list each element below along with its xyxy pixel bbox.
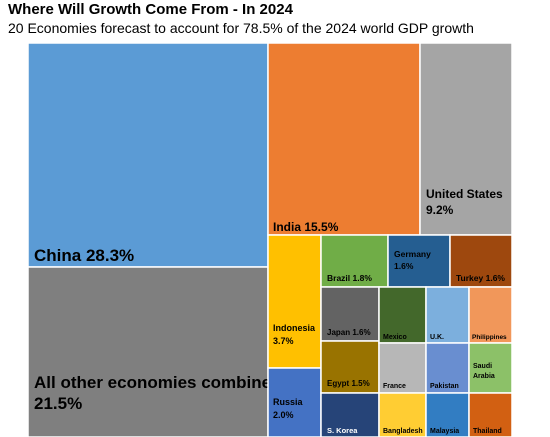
treemap-cell-indonesia: Indonesia 3.7%: [267, 234, 322, 369]
treemap-label-india: India 15.5%: [273, 220, 339, 234]
treemap-cell-india: India 15.5%: [267, 42, 421, 236]
treemap-cell-egypt: Egypt 1.5%: [320, 340, 380, 394]
treemap-cell-bangladesh: Bangladesh: [378, 392, 427, 437]
treemap-cell-germany: Germany 1.6%: [387, 234, 451, 288]
treemap-label-germany-line-2: 1.6%: [394, 261, 414, 271]
treemap-label-thailand: Thailand: [473, 428, 502, 435]
treemap-rect-japan: [320, 286, 380, 342]
treemap-label-indonesia-line-1: Indonesia: [273, 323, 316, 333]
treemap-label-germany-line-1: Germany: [394, 249, 431, 259]
treemap-label-s-korea: S. Korea: [327, 426, 358, 435]
treemap-label-all-other-economies-combined-line-1: All other economies combined: [34, 373, 282, 392]
treemap-cell-all-other-economies-combined: All other economies combined 21.5%: [27, 266, 282, 437]
treemap-label-pakistan: Pakistan: [430, 383, 459, 390]
treemap-rect-united-states: [419, 42, 513, 236]
treemap-label-china: China 28.3%: [34, 246, 134, 265]
treemap-label-japan: Japan 1.6%: [327, 328, 371, 337]
treemap-cell-brazil: Brazil 1.8%: [320, 234, 389, 288]
treemap-rect-turkey: [449, 234, 513, 288]
treemap-rect-all-other-economies-combined: [27, 266, 269, 437]
treemap-cell-united-states: United States 9.2%: [419, 42, 513, 236]
treemap-rect-india: [267, 42, 421, 236]
treemap-rect-malaysia: [425, 392, 470, 437]
treemap-label-egypt: Egypt 1.5%: [327, 379, 370, 388]
treemap-cell-malaysia: Malaysia: [425, 392, 470, 437]
treemap-cell-u-k: U.K.: [425, 286, 470, 344]
treemap-label-turkey: Turkey 1.6%: [456, 273, 505, 283]
treemap-cell-japan: Japan 1.6%: [320, 286, 380, 342]
treemap-cell-pakistan: Pakistan: [425, 342, 470, 394]
treemap-rect-bangladesh: [378, 392, 427, 437]
treemap-cell-s-korea: S. Korea: [320, 392, 380, 437]
treemap-rect-saudi-arabia: [468, 342, 513, 394]
treemap-rect-indonesia: [267, 234, 322, 369]
treemap-label-brazil: Brazil 1.8%: [327, 273, 372, 283]
treemap-rect-france: [378, 342, 427, 394]
chart-subtitle: 20 Economies forecast to account for 78.…: [8, 20, 474, 36]
treemap-cell-russia: Russia 2.0%: [267, 367, 322, 437]
treemap-label-saudi-arabia-line-2: Arabia: [473, 373, 495, 380]
treemap-label-united-states-line-2: 9.2%: [426, 203, 454, 217]
treemap-cell-turkey: Turkey 1.6%: [449, 234, 513, 288]
treemap-rect-pakistan: [425, 342, 470, 394]
treemap-label-indonesia-line-2: 3.7%: [273, 336, 294, 346]
treemap-rect-philippines: [468, 286, 513, 344]
treemap-label-bangladesh: Bangladesh: [383, 428, 423, 435]
treemap-cell-thailand: Thailand: [468, 392, 513, 437]
treemap-rect-china: [27, 42, 269, 268]
treemap-label-france: France: [383, 383, 406, 390]
treemap-cell-mexico: Mexico: [378, 286, 427, 344]
treemap-rect-brazil: [320, 234, 389, 288]
treemap-label-mexico: Mexico: [383, 334, 407, 341]
treemap-label-philippines: Philippines: [472, 334, 507, 341]
treemap-label-saudi-arabia-line-1: Saudi: [473, 363, 492, 370]
chart-title: Where Will Growth Come From - In 2024: [8, 1, 293, 18]
treemap-cell-china: China 28.3%: [27, 42, 269, 268]
treemap-rect-russia: [267, 367, 322, 437]
treemap-label-all-other-economies-combined-line-2: 21.5%: [34, 394, 82, 413]
treemap-rect-thailand: [468, 392, 513, 437]
treemap-label-u-k: U.K.: [430, 334, 444, 341]
treemap-cell-saudi-arabia: Saudi Arabia: [468, 342, 513, 394]
treemap-cell-philippines: Philippines: [468, 286, 513, 344]
treemap-label-russia-line-2: 2.0%: [273, 410, 294, 420]
treemap-label-russia-line-1: Russia: [273, 397, 304, 407]
treemap-label-malaysia: Malaysia: [430, 428, 459, 435]
treemap-label-united-states-line-1: United States: [426, 187, 503, 201]
treemap-rect-u-k: [425, 286, 470, 344]
treemap-cell-france: France: [378, 342, 427, 394]
